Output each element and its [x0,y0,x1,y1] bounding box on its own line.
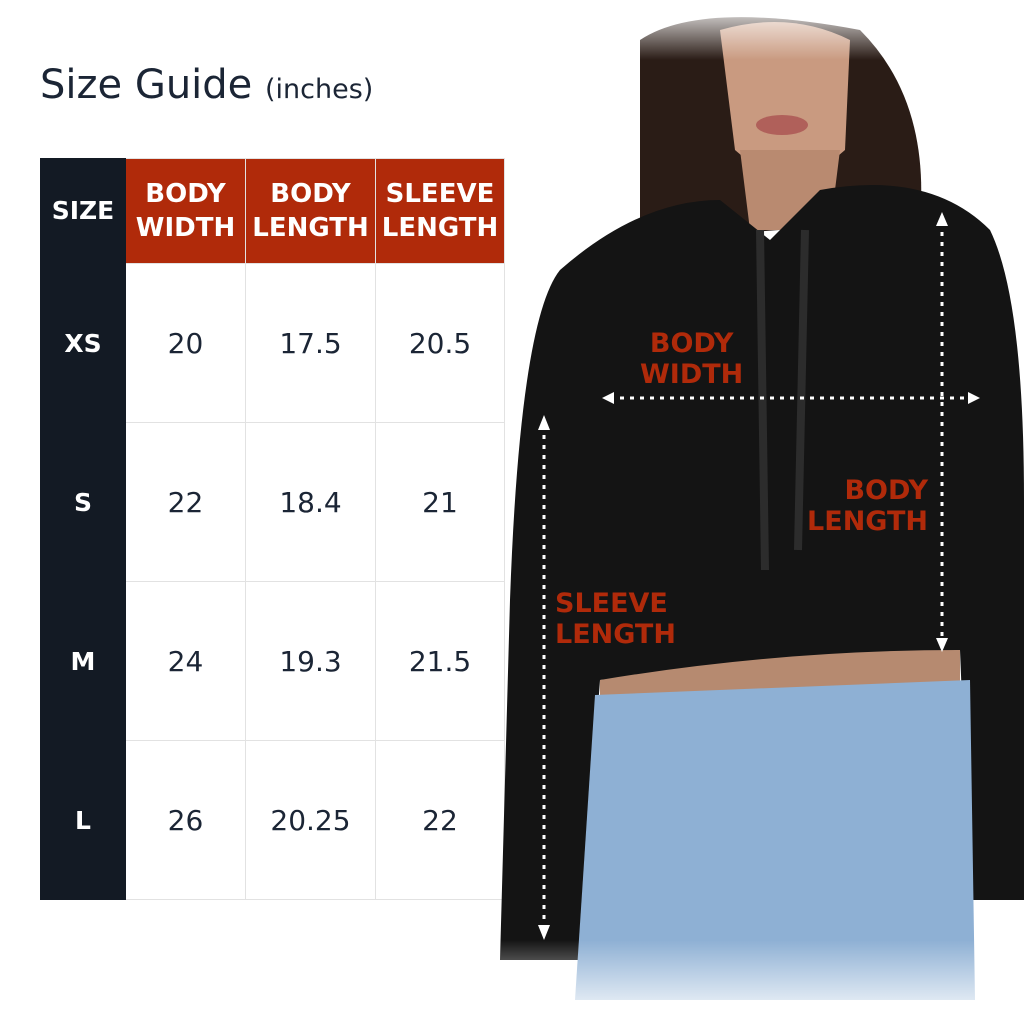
arrowheads [538,212,980,940]
body-length-label: BODY LENGTH [800,475,928,537]
header-size: SIZE [40,158,126,264]
sleeve-length-cell: 22 [375,740,505,900]
drawstring-right [794,229,809,551]
unit-label: (inches) [265,74,374,105]
table-row: L 26 20.25 22 [40,740,505,900]
size-cell: L [40,740,126,900]
page-title: Size Guide (inches) [40,62,373,108]
header-body-length: BODY LENGTH [245,158,376,264]
body-length-cell: 17.5 [245,263,376,423]
body-length-cell: 20.25 [245,740,376,900]
size-cell: M [40,581,126,741]
table-row: XS 20 17.5 20.5 [40,263,505,423]
body-width-label: BODY WIDTH [640,328,743,390]
h1a: BODY [145,179,226,209]
model-photo [490,0,1024,1024]
title-text: Size Guide [40,62,253,108]
sleeve-length-cell: 20.5 [375,263,505,423]
size-table: SIZE BODY WIDTH BODY LENGTH SLEEVE LENGTH X… [40,158,505,900]
body-width-cell: 20 [125,263,246,423]
table-row: M 24 19.3 21.5 [40,581,505,741]
header-body-width: BODY WIDTH [125,158,246,264]
size-cell: S [40,422,126,582]
body-width-cell: 22 [125,422,246,582]
body-width-cell: 24 [125,581,246,741]
sleeve-length-label: SLEEVE LENGTH [555,588,676,650]
size-cell: XS [40,263,126,423]
sleeve-length-cell: 21 [375,422,505,582]
drawstring-left [756,229,769,571]
bl-b: LENGTH [807,506,928,537]
hoodie [500,185,1024,960]
body-length-cell: 19.3 [245,581,376,741]
h3b: LENGTH [381,213,499,243]
header-sleeve-length: SLEEVE LENGTH [375,158,505,264]
sleeve-length-cell: 21.5 [375,581,505,741]
header-row: SIZE BODY WIDTH BODY LENGTH SLEEVE LENGTH [40,158,505,264]
lips [756,115,808,135]
sl-a: SLEEVE [555,588,668,619]
body-width-cell: 26 [125,740,246,900]
bw-b: WIDTH [640,359,744,390]
header-size-text: SIZE [51,196,115,225]
table-row: S 22 18.4 21 [40,422,505,582]
jeans [575,680,975,1000]
h2a: BODY [270,179,351,209]
h1b: WIDTH [135,213,236,243]
h3a: SLEEVE [385,179,495,209]
bw-a: BODY [649,328,734,359]
bl-a: BODY [844,475,928,506]
h2b: LENGTH [252,213,369,243]
body-length-cell: 18.4 [245,422,376,582]
sl-b: LENGTH [555,619,676,650]
face [720,22,850,175]
